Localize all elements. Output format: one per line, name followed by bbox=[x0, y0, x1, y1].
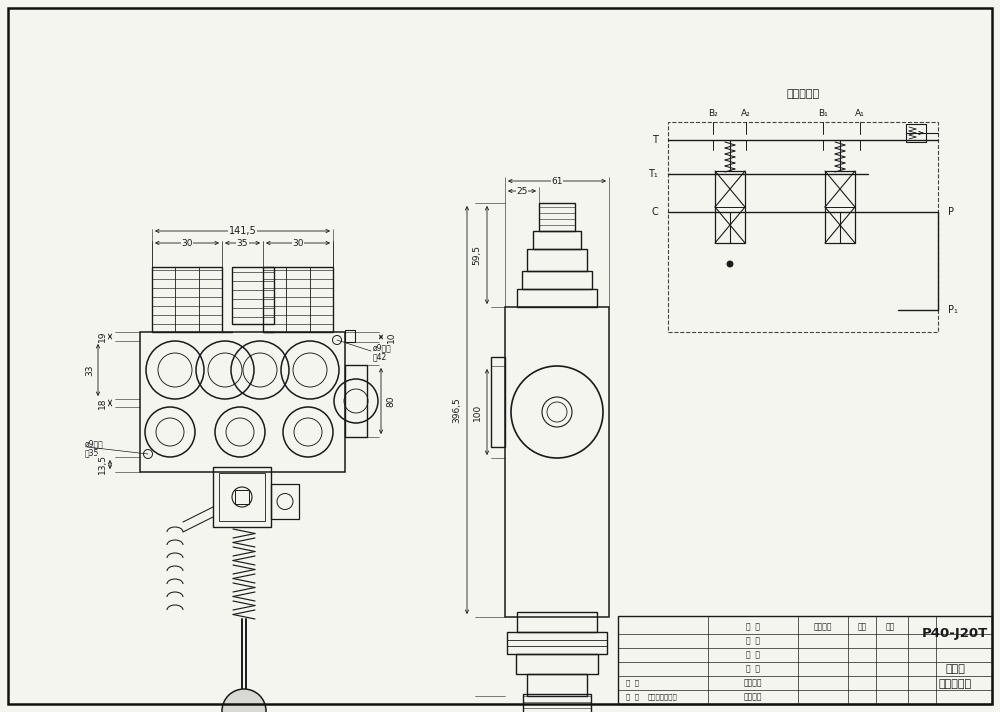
Bar bbox=[668, 122, 938, 332]
Bar bbox=[235, 490, 249, 504]
Text: P₁: P₁ bbox=[948, 305, 958, 315]
Bar bbox=[507, 632, 607, 654]
Text: 图幅: 图幅 bbox=[857, 622, 867, 632]
Text: 图  目: 图 目 bbox=[746, 637, 760, 646]
Bar bbox=[906, 124, 926, 142]
Text: 35: 35 bbox=[237, 239, 248, 248]
Bar bbox=[517, 289, 597, 307]
Bar bbox=[825, 171, 855, 243]
Text: A₁: A₁ bbox=[855, 110, 865, 118]
Text: 396,5: 396,5 bbox=[452, 397, 462, 423]
Text: P40-J20T: P40-J20T bbox=[922, 627, 988, 641]
Text: 比  例: 比 例 bbox=[746, 651, 760, 659]
Text: 141,5: 141,5 bbox=[229, 226, 256, 236]
Text: 13,5: 13,5 bbox=[98, 454, 106, 474]
Text: 图  才: 图 才 bbox=[746, 664, 760, 674]
Text: 工艺要求: 工艺要求 bbox=[744, 679, 762, 688]
Bar bbox=[219, 473, 265, 521]
Bar bbox=[271, 484, 299, 519]
Text: 61: 61 bbox=[551, 177, 563, 186]
Bar bbox=[523, 694, 591, 712]
Circle shape bbox=[727, 261, 733, 267]
Bar bbox=[491, 357, 505, 447]
Bar bbox=[715, 171, 745, 243]
Bar bbox=[516, 654, 598, 674]
Text: B₂: B₂ bbox=[708, 110, 718, 118]
Text: 外型尺寸图: 外型尺寸图 bbox=[938, 679, 972, 689]
Text: 30: 30 bbox=[292, 239, 304, 248]
Bar bbox=[232, 267, 274, 324]
Text: 多路阀: 多路阀 bbox=[945, 664, 965, 674]
Text: 25: 25 bbox=[516, 187, 528, 196]
Bar bbox=[618, 616, 992, 704]
Bar bbox=[345, 365, 367, 437]
Bar bbox=[527, 674, 587, 696]
Bar bbox=[517, 612, 597, 632]
Text: 100: 100 bbox=[473, 404, 482, 421]
Text: 双路合流阀组图: 双路合流阀组图 bbox=[648, 693, 678, 701]
Text: 33: 33 bbox=[86, 365, 94, 376]
Bar bbox=[522, 271, 592, 289]
Text: 高42: 高42 bbox=[373, 352, 387, 362]
Text: 10: 10 bbox=[386, 331, 396, 342]
Text: 高35: 高35 bbox=[85, 449, 99, 458]
Text: C: C bbox=[651, 207, 658, 217]
Text: B₁: B₁ bbox=[818, 110, 828, 118]
Bar bbox=[140, 332, 345, 472]
Bar bbox=[213, 467, 271, 527]
Text: 30: 30 bbox=[181, 239, 193, 248]
Text: 19: 19 bbox=[98, 331, 106, 342]
Text: P: P bbox=[948, 207, 954, 217]
Text: ø9螺孔: ø9螺孔 bbox=[373, 343, 392, 352]
Text: 制图规范: 制图规范 bbox=[744, 693, 762, 701]
Bar bbox=[263, 267, 333, 332]
Text: 液压原理图: 液压原理图 bbox=[786, 89, 820, 99]
Text: 代号: 代号 bbox=[885, 622, 895, 632]
Text: T: T bbox=[652, 135, 658, 145]
Bar bbox=[345, 330, 355, 342]
Text: 材  料: 材 料 bbox=[626, 693, 640, 701]
Text: 图幅代号: 图幅代号 bbox=[814, 622, 832, 632]
Text: 审  人: 审 人 bbox=[626, 680, 640, 686]
Text: ø9螺孔: ø9螺孔 bbox=[85, 439, 104, 449]
Text: T₁: T₁ bbox=[648, 169, 658, 179]
Bar bbox=[505, 307, 609, 617]
Bar bbox=[533, 231, 581, 249]
Bar bbox=[527, 249, 587, 271]
Bar bbox=[152, 267, 222, 332]
Text: 80: 80 bbox=[386, 395, 396, 407]
Bar bbox=[539, 203, 575, 231]
Text: 59,5: 59,5 bbox=[473, 245, 482, 265]
Text: 图  号: 图 号 bbox=[746, 622, 760, 632]
Circle shape bbox=[222, 689, 266, 712]
Text: 18: 18 bbox=[98, 397, 106, 409]
Text: A₂: A₂ bbox=[741, 110, 751, 118]
